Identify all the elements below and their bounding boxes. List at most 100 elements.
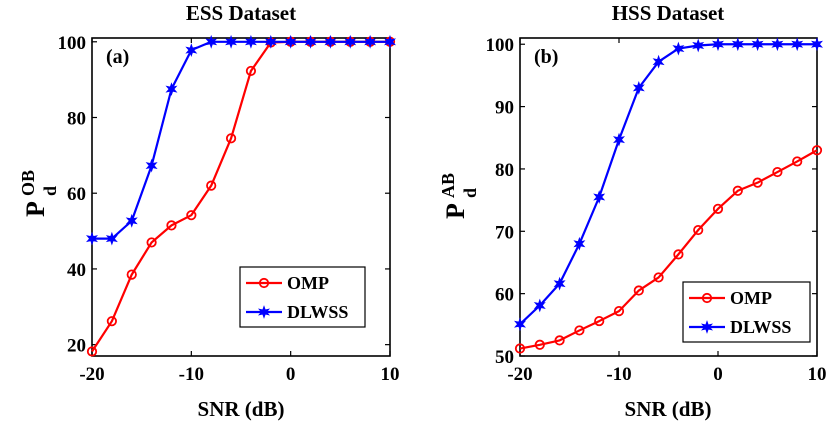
chart-a-point-dlwss: [324, 34, 337, 49]
chart-b-xtick-label: -20: [507, 364, 532, 385]
chart-b-point-omp: [752, 177, 763, 188]
chart-a-ytick-label: 20: [67, 336, 86, 357]
chart-a-legend-label-omp: OMP: [287, 273, 329, 293]
chart-b-point-dlwss: [672, 41, 685, 56]
chart-a-xtick-label: -10: [179, 364, 204, 385]
chart-a-ytick-label: 60: [67, 184, 86, 205]
chart-b-ytick-label: 90: [495, 98, 514, 119]
chart-b-point-omp: [613, 306, 625, 317]
chart-a-point-dlwss: [125, 213, 138, 228]
chart-b-point-omp: [732, 185, 743, 196]
chart-b-ylabel-main: P: [441, 203, 470, 219]
chart-b-point-omp: [693, 224, 704, 236]
chart-a-point-dlwss: [244, 34, 257, 49]
chart-b-legend-marker-omp: [701, 292, 713, 304]
chart-b-ytick-label: 80: [495, 160, 514, 181]
chart-b-point-dlwss: [573, 236, 586, 251]
chart-a-point-omp: [126, 269, 137, 280]
chart-a-point-omp: [106, 316, 117, 327]
chart-a-point-dlwss: [384, 34, 396, 49]
chart-a-legend-marker-omp: [258, 277, 270, 289]
chart-b-point-dlwss: [514, 317, 526, 332]
chart-b-point-dlwss: [632, 80, 645, 95]
chart-a-xlabel: SNR (dB): [198, 397, 285, 421]
chart-a-point-dlwss: [284, 34, 297, 49]
chart-a-legend: OMP DLWSS: [239, 266, 366, 328]
chart-b-line-dlwss: [519, 43, 817, 325]
chart-a-point-omp: [86, 346, 98, 357]
chart-b-point-dlwss: [712, 37, 724, 52]
chart-b-line-omp: [519, 149, 818, 350]
chart-a-ytick-label: 100: [58, 33, 87, 54]
chart-a-point-dlwss: [264, 34, 277, 49]
chart-a-ylabel: P OB d: [18, 170, 60, 217]
chart-b-legend-box: [682, 281, 811, 343]
chart-b-xtick-label: -10: [606, 364, 631, 385]
chart-b-ylabel-superscript: AB: [438, 173, 458, 198]
chart-a-point-omp: [225, 133, 237, 144]
chart-a-point-dlwss: [86, 231, 98, 246]
chart-a-point-dlwss: [205, 34, 218, 49]
chart-a-title: ESS Dataset: [186, 1, 296, 25]
chart-b-xtick-label: 10: [808, 364, 827, 385]
chart-b-point-omp: [811, 145, 823, 156]
chart-a-point-omp: [186, 210, 197, 221]
chart-a-ylabel-superscript: OB: [18, 170, 38, 196]
chart-a-point-omp: [146, 237, 157, 248]
chart-b-point-dlwss: [751, 37, 764, 52]
chart-b-xtick-label: 0: [713, 364, 723, 385]
chart-b-point-dlwss: [593, 190, 606, 204]
chart-a-point-dlwss: [364, 34, 377, 49]
chart-b-point-dlwss: [811, 37, 823, 52]
chart-a-point-dlwss: [225, 34, 238, 49]
chart-a-line-dlwss: [92, 40, 390, 240]
chart-a-xtick-label: -20: [79, 364, 104, 385]
chart-a-point-dlwss: [145, 158, 158, 173]
chart-a-point-dlwss: [185, 43, 198, 58]
chart-b-point-omp: [653, 272, 664, 283]
chart-b-xlabel: SNR (dB): [625, 397, 712, 421]
chart-b-legend-label-dlwss: DLWSS: [730, 317, 791, 337]
chart-b-point-omp: [792, 156, 803, 167]
chart-b-ytick-label: 60: [495, 285, 514, 306]
chart-b-legend: OMP DLWSS: [682, 281, 811, 343]
chart-a-point-dlwss: [344, 34, 357, 49]
chart-b-point-dlwss: [692, 38, 705, 53]
chart-b-panel-label: (b): [534, 46, 558, 68]
chart-a-xtick-label: 10: [381, 364, 400, 385]
chart-b-series-omp: [514, 145, 823, 354]
chart-b-point-dlwss: [791, 37, 804, 52]
chart-a-xtick-label: 0: [286, 364, 296, 385]
chart-b-legend-marker-dlwss: [701, 320, 713, 334]
chart-b-title: HSS Dataset: [612, 1, 725, 25]
chart-a-ylabel-main: P: [21, 201, 50, 217]
chart-b-ylabel: P AB d: [438, 173, 480, 219]
chart-a-ytick-label: 40: [67, 260, 86, 281]
chart-b-series-dlwss: [514, 37, 823, 332]
chart-a-legend-label-dlwss: DLWSS: [287, 302, 348, 322]
chart-a-legend-box: [239, 266, 366, 328]
chart-b-point-dlwss: [613, 132, 625, 147]
chart-a-point-dlwss: [165, 82, 178, 97]
chart-b-ylabel-subscript: d: [460, 188, 480, 198]
chart-b-legend-label-omp: OMP: [730, 288, 772, 308]
chart-b-ytick-label: 50: [495, 347, 514, 368]
chart-a-panel-label: (a): [106, 46, 129, 68]
chart-b-point-dlwss: [652, 54, 665, 69]
chart-a-point-omp: [166, 220, 177, 231]
plot-layer: -20 -10 0 10 20 40 60 80 100 (a) OMP DLWSS -20 -10 0 10…: [58, 33, 827, 385]
chart-b-ytick-label: 70: [495, 222, 514, 243]
chart-b-point-omp: [594, 315, 605, 327]
chart-a-ytick-label: 80: [67, 109, 86, 130]
chart-b-point-omp: [772, 166, 783, 178]
chart-b-point-omp: [673, 249, 684, 260]
chart-b-point-dlwss: [731, 37, 744, 52]
chart-b-point-dlwss: [771, 37, 784, 52]
chart-b-point-omp: [633, 285, 644, 296]
chart-a-legend-marker-dlwss: [258, 305, 270, 319]
chart-b-point-omp: [514, 343, 526, 354]
chart-a-point-dlwss: [304, 34, 317, 49]
chart-b-point-dlwss: [553, 276, 566, 291]
chart-a-point-omp: [206, 180, 217, 191]
